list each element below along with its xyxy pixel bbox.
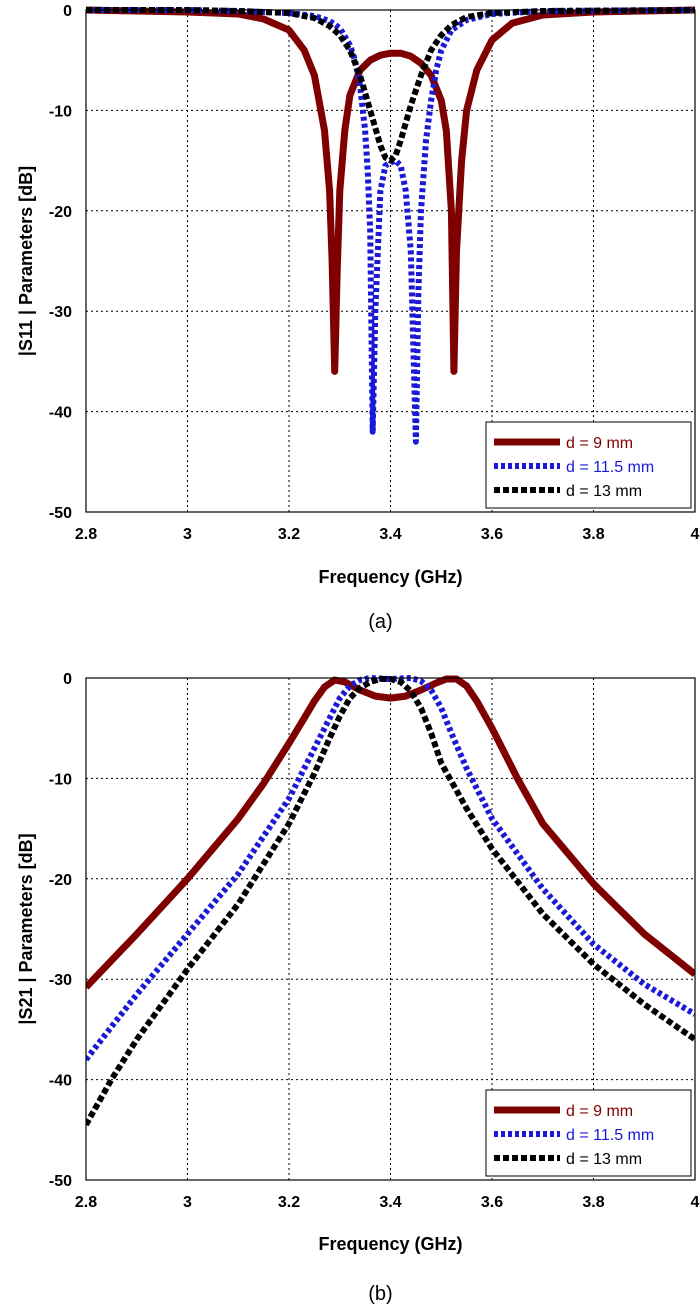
x-tick-label: 2.8 — [75, 526, 97, 543]
legend-label-1: d = 9 mm — [566, 1103, 633, 1120]
plot-frame — [85, 677, 696, 1181]
x-tick-label: 4 — [691, 526, 700, 543]
x-tick-label: 2.8 — [75, 1194, 97, 1211]
y-tick-label: -30 — [49, 304, 72, 321]
x-tick-label: 3.4 — [379, 1194, 401, 1211]
y-tick-label: -10 — [49, 771, 72, 788]
x-tick-label: 3 — [183, 526, 192, 543]
series-line-2 — [86, 675, 695, 1062]
y-axis-label: |S21 | Parameters [dB] — [16, 833, 36, 1024]
x-tick-label: 3.8 — [582, 1194, 604, 1211]
legend-label-3: d = 13 mm — [566, 483, 642, 500]
legend-label-2: d = 11.5 mm — [566, 1127, 654, 1144]
x-tick-label: 4 — [691, 1194, 700, 1211]
legend: d = 9 mm d = 11.5 mm d = 13 mm — [485, 1089, 692, 1177]
series-line-3 — [86, 7, 695, 164]
y-tick-label: 0 — [63, 671, 72, 688]
x-tick-label: 3 — [183, 1194, 192, 1211]
panel-caption: (b) — [368, 1283, 392, 1305]
chart-panel-a: 2.8 3 3.2 3.4 3.6 3.8 4 0 -10 -20 -30 -40 -50 Frequen… — [16, 3, 700, 633]
x-tick-label: 3.6 — [481, 526, 503, 543]
y-tick-label: 0 — [63, 3, 72, 20]
legend: d = 9 mm d = 11.5 mm d = 13 mm — [485, 421, 692, 509]
x-axis-label: Frequency (GHz) — [318, 567, 462, 587]
x-tick-label: 3.4 — [379, 526, 401, 543]
y-tick-label: -40 — [49, 1073, 72, 1090]
y-tick-label: -20 — [49, 204, 72, 221]
series-line-1 — [86, 675, 695, 990]
legend-label-1: d = 9 mm — [566, 435, 633, 452]
panel-caption: (a) — [368, 611, 392, 633]
series-line-2 — [86, 7, 695, 445]
series-group — [86, 675, 695, 1127]
y-tick-label: -50 — [49, 1173, 72, 1190]
chart-panel-b: 2.8 3 3.2 3.4 3.6 3.8 4 0 -10 -20 -30 -40 -50 Frequen… — [16, 671, 700, 1305]
plot-frame — [85, 9, 696, 513]
x-tick-label: 3.8 — [582, 526, 604, 543]
legend-box — [485, 1089, 692, 1177]
y-tick-label: -50 — [49, 505, 72, 522]
series-line-3 — [86, 676, 695, 1127]
y-tick-label: -20 — [49, 872, 72, 889]
x-tick-label: 3.2 — [278, 1194, 300, 1211]
legend-label-3: d = 13 mm — [566, 1151, 642, 1168]
y-tick-label: -40 — [49, 405, 72, 422]
legend-box — [485, 421, 692, 509]
y-tick-label: -10 — [49, 103, 72, 120]
x-tick-label: 3.6 — [481, 1194, 503, 1211]
y-tick-label: -30 — [49, 972, 72, 989]
x-axis-label: Frequency (GHz) — [318, 1234, 462, 1254]
legend-label-2: d = 11.5 mm — [566, 459, 654, 476]
series-group — [86, 6, 695, 445]
series-line-1 — [86, 6, 695, 375]
y-axis-label: |S11 | Parameters [dB] — [16, 166, 36, 356]
x-tick-label: 3.2 — [278, 526, 300, 543]
